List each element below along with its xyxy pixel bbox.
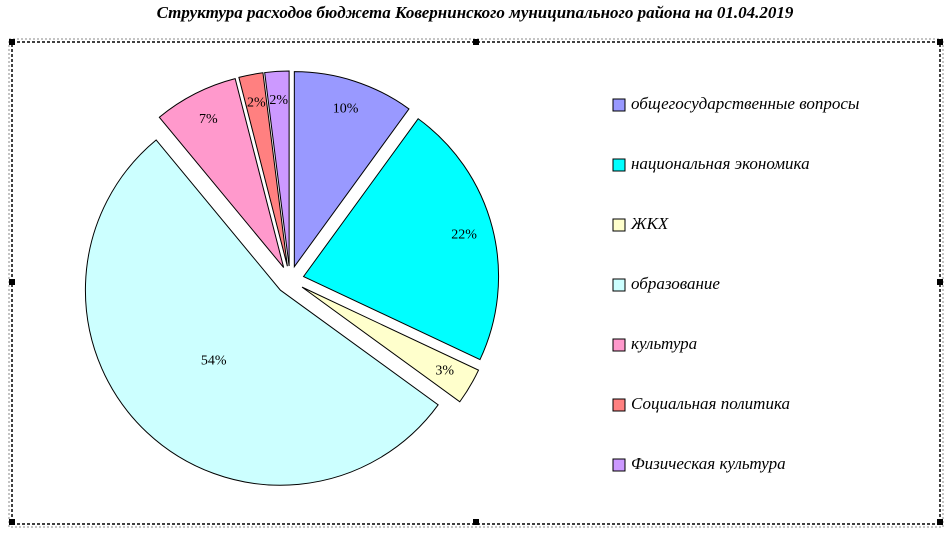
data-label: 2%: [269, 93, 288, 108]
legend-label: национальная экономика: [631, 154, 810, 173]
pie-slice: [238, 72, 288, 267]
data-label: 3%: [435, 364, 454, 379]
pie-slice: [158, 78, 285, 268]
pie-slice: [293, 71, 410, 269]
legend-label: культура: [631, 334, 697, 353]
legend-swatch: [612, 158, 626, 172]
legend-swatch: [612, 458, 626, 472]
legend-swatch: [612, 218, 626, 232]
legend-swatch: [612, 98, 626, 112]
pie-slice: [301, 286, 480, 403]
legend-swatch: [612, 278, 626, 292]
data-label: 54%: [201, 353, 227, 368]
pie-slice: [84, 139, 439, 486]
legend-label: общегосударственные вопросы: [631, 94, 859, 113]
pie-slice: [264, 70, 290, 267]
data-label: 2%: [247, 96, 266, 111]
legend-swatch: [612, 398, 626, 412]
chart-title: Структура расходов бюджета Ковернинского…: [157, 3, 794, 22]
data-label: 22%: [451, 228, 477, 243]
pie-slice: [302, 118, 500, 361]
legend-label: образование: [631, 274, 720, 293]
legend-label: ЖКХ: [630, 214, 669, 233]
selection-frame: [8, 38, 944, 528]
data-label: 10%: [333, 101, 359, 116]
legend-swatch: [612, 338, 626, 352]
data-label: 7%: [199, 112, 218, 127]
legend-label: Физическая культура: [631, 454, 786, 473]
legend-label: Социальная политика: [631, 394, 790, 413]
